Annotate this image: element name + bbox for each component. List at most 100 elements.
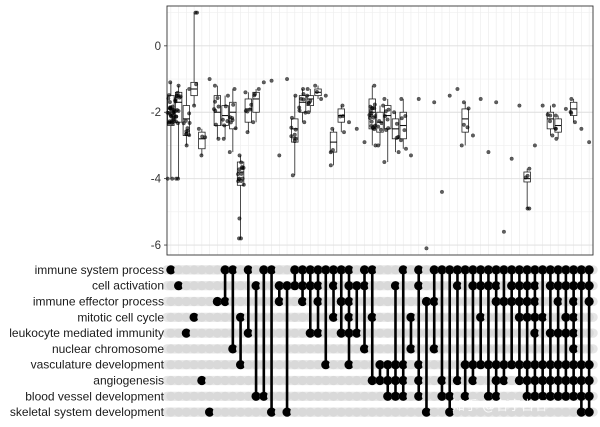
matrix-dot-inactive — [174, 407, 184, 417]
matrix-dot-active — [553, 375, 563, 386]
data-point — [532, 143, 537, 148]
matrix-dot-active — [414, 265, 424, 275]
data-point — [461, 122, 466, 127]
data-point — [553, 113, 558, 118]
matrix-dot-inactive — [274, 328, 284, 338]
matrix-dot-inactive — [491, 407, 501, 417]
matrix-dot-active — [452, 281, 463, 291]
matrix-dot-active — [561, 375, 571, 386]
matrix-dot-active — [212, 296, 222, 307]
matrix-dot-active — [522, 391, 532, 401]
matrix-dot-inactive — [243, 360, 253, 370]
intersection-box — [509, 156, 514, 161]
y-tick-label: -2 — [151, 107, 161, 119]
matrix-dot-inactive — [166, 312, 176, 322]
matrix-dot-active — [507, 360, 517, 370]
data-point — [404, 146, 408, 151]
intersection-box — [540, 103, 545, 108]
matrix-dot-active — [305, 328, 315, 338]
data-point — [232, 87, 237, 91]
data-point — [237, 167, 242, 172]
data-point — [501, 229, 506, 234]
matrix-dot-inactive — [197, 296, 207, 307]
boxplot-panel — [165, 5, 594, 256]
data-point — [292, 136, 297, 141]
matrix-dot-inactive — [212, 375, 222, 386]
data-point — [233, 126, 238, 131]
matrix-dot-active — [321, 265, 331, 275]
data-point — [181, 121, 186, 126]
matrix-dot-inactive — [290, 296, 300, 307]
intersection-matrix — [162, 265, 598, 417]
matrix-column — [313, 265, 323, 417]
matrix-dot-inactive — [205, 312, 215, 322]
matrix-dot-active — [538, 312, 548, 322]
matrix-dot-active — [569, 265, 579, 275]
matrix-dot-inactive — [290, 360, 300, 370]
matrix-dot-inactive — [313, 407, 323, 417]
data-point — [305, 87, 310, 91]
matrix-dot-active — [569, 360, 579, 370]
matrix-dot-active — [352, 281, 362, 291]
matrix-column — [328, 265, 339, 417]
intersection-box — [305, 87, 314, 115]
matrix-dot-active — [576, 281, 586, 291]
data-point — [330, 148, 335, 152]
matrix-dot-inactive — [181, 344, 191, 354]
matrix-column — [321, 265, 331, 417]
matrix-dot-active — [437, 391, 447, 401]
matrix-dot-active — [476, 360, 486, 370]
matrix-dot-active — [313, 281, 323, 291]
matrix-column — [522, 265, 532, 417]
box-iqr — [252, 91, 260, 113]
data-point — [461, 100, 466, 105]
matrix-dot-inactive — [174, 344, 184, 354]
data-point — [392, 110, 397, 115]
matrix-dot-inactive — [336, 391, 346, 401]
matrix-dot-inactive — [205, 391, 215, 401]
matrix-dot-inactive — [189, 391, 199, 401]
matrix-dot-inactive — [166, 407, 176, 417]
matrix-dot-active — [483, 360, 494, 370]
matrix-dot-active — [375, 375, 385, 386]
matrix-dot-active — [530, 281, 540, 291]
matrix-dot-inactive — [174, 375, 184, 386]
data-point — [225, 93, 230, 98]
matrix-dot-active — [468, 281, 478, 291]
matrix-dot-active — [569, 344, 579, 354]
set-label: cell activation — [92, 279, 164, 293]
matrix-dot-active — [569, 281, 579, 291]
matrix-dot-inactive — [290, 328, 300, 338]
matrix-dot-active — [576, 265, 586, 275]
matrix-dot-inactive — [305, 375, 315, 386]
matrix-column — [507, 265, 517, 417]
matrix-dot-inactive — [305, 407, 315, 417]
data-point — [409, 153, 413, 158]
data-point — [215, 96, 220, 100]
matrix-dot-active — [476, 265, 486, 275]
matrix-dot-active — [460, 360, 470, 370]
matrix-dot-active — [514, 375, 525, 386]
matrix-dot-active — [437, 265, 447, 275]
matrix-dot-inactive — [235, 281, 246, 291]
intersection-box — [313, 83, 324, 101]
matrix-dot-active — [274, 281, 284, 291]
data-point — [166, 120, 171, 125]
matrix-column — [367, 265, 377, 417]
matrix-dot-inactive — [297, 360, 308, 370]
data-point — [216, 136, 221, 141]
matrix-dot-active — [545, 265, 556, 275]
matrix-column — [305, 265, 315, 417]
intersection-box — [579, 126, 584, 131]
data-point — [447, 93, 452, 98]
matrix-dot-active — [328, 312, 339, 322]
matrix-dot-active — [522, 360, 532, 370]
data-point — [509, 156, 514, 161]
data-point — [239, 160, 244, 165]
matrix-dot-inactive — [336, 375, 346, 386]
data-point — [183, 118, 188, 123]
matrix-dot-inactive — [297, 375, 308, 386]
intersection-box — [501, 229, 506, 234]
matrix-dot-inactive — [220, 391, 230, 401]
matrix-dot-active — [305, 281, 315, 291]
